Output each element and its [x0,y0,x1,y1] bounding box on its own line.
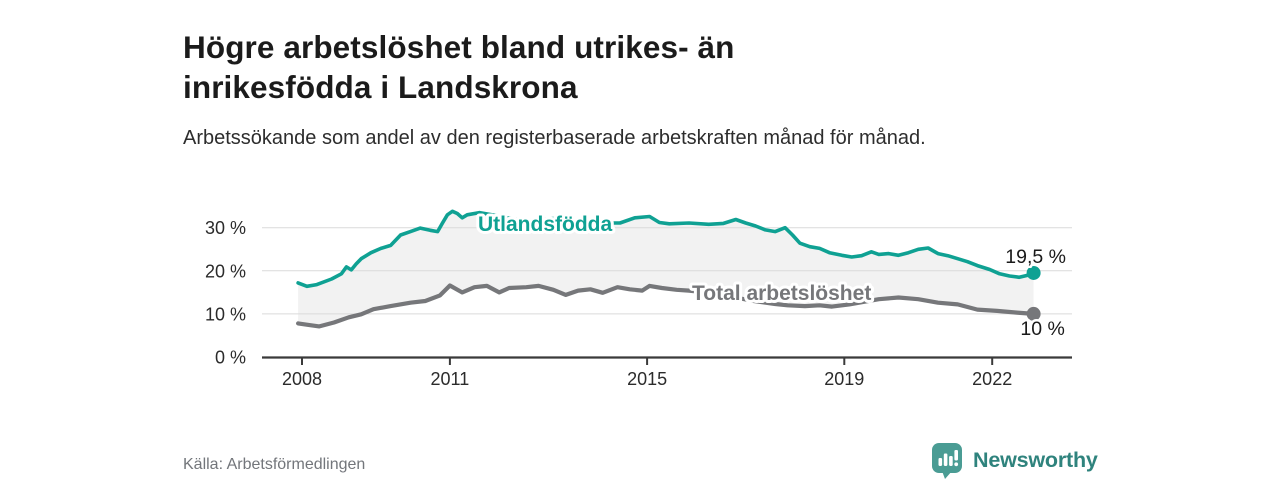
newsworthy-icon [932,443,962,479]
y-tick-label: 20 % [205,261,246,281]
chart-title: Högre arbetslöshet bland utrikes- än inr… [183,29,735,106]
series-label: Utlandsfödda [478,213,612,236]
newsworthy-wordmark: Newsworthy [973,447,1098,472]
series-line-total [296,283,1036,329]
source-note: Källa: Arbetsförmedlingen [183,456,366,473]
series-line-utlandsfodda [296,209,1036,289]
line-chart: 0 % 10 % 20 % 30 % 2008 2011 2015 2019 2022 Utlan… [0,180,1280,410]
area-between-series [298,211,1034,327]
x-tick-label: 2008 [282,369,322,389]
series-end-dot [1026,265,1041,280]
chart-subtitle: Arbetssökande som andel av den registerb… [183,127,926,149]
series-label: Total arbetslöshet [692,282,871,305]
y-tick-label: 30 % [205,218,246,238]
x-tick-label: 2019 [824,369,864,389]
series-end-dot [1026,306,1041,321]
x-tick-label: 2015 [627,369,667,389]
series-end-value: 10 % [1020,318,1064,340]
series-end-value: 19,5 % [1005,246,1066,268]
x-tick-label: 2022 [972,369,1012,389]
chart-canvas: 0 % 10 % 20 % 30 % 2008 2011 2015 2019 2022 Utlan… [205,209,1072,389]
x-tick-label: 2011 [431,369,470,389]
newsworthy-logo: Newsworthy [931,441,1098,479]
y-tick-label: 10 % [205,304,246,324]
y-tick-label: 0 % [215,348,246,368]
